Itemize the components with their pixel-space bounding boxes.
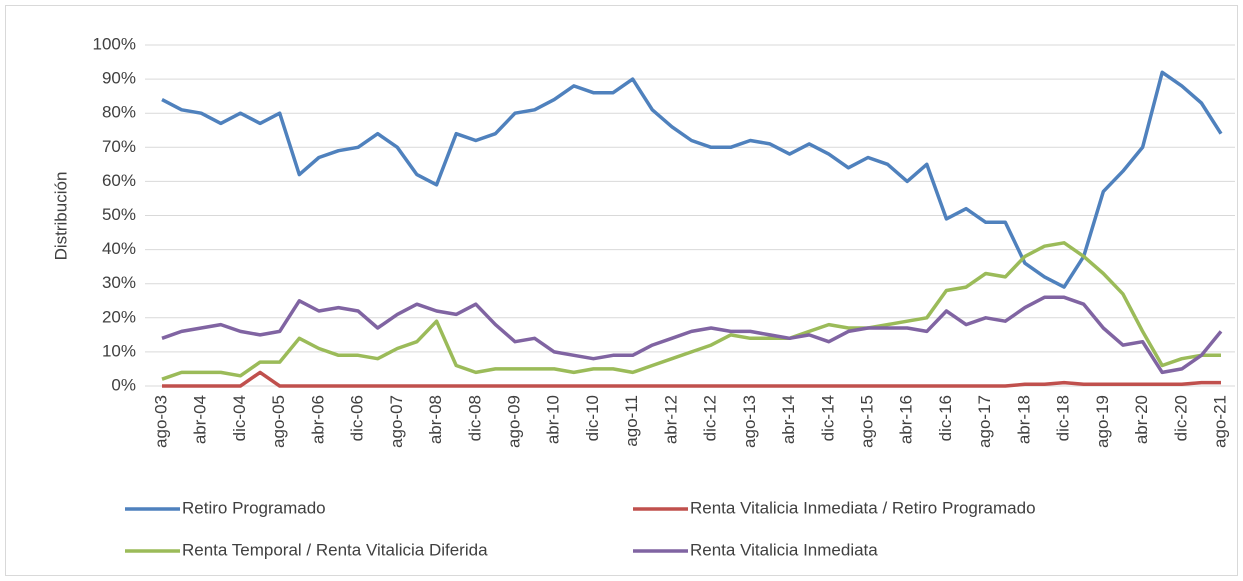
x-tick-label: abr-16 [897,395,916,444]
x-tick-label: ago-07 [387,395,406,448]
x-tick-label: ago-21 [1210,395,1229,448]
x-tick-label: abr-20 [1132,395,1151,444]
x-tick-label: ago-13 [740,395,759,448]
y-tick-label: 40% [102,239,136,258]
series-line [161,241,1221,381]
x-tick-label: dic-12 [701,395,720,441]
y-tick-label: 0% [111,375,136,394]
x-tick-label: dic-10 [583,395,602,441]
legend-label: Renta Temporal / Renta Vitalicia Diferid… [182,540,488,559]
y-tick-label: 100% [93,34,136,53]
x-tick-label: abr-12 [661,395,680,444]
y-tick-label: 30% [102,273,136,292]
x-tick-label: abr-08 [426,395,445,444]
x-tick-label: ago-19 [1093,395,1112,448]
legend-label: Retiro Programado [182,498,326,517]
y-tick-label: 10% [102,341,136,360]
x-tick-label: ago-17 [975,395,994,448]
x-tick-label: dic-06 [348,395,367,441]
legend-label: Renta Vitalicia Inmediata / Retiro Progr… [690,498,1036,517]
x-tick-label: abr-14 [779,395,798,444]
x-tick-label: dic-16 [936,395,955,441]
x-tick-label: abr-18 [1014,395,1033,444]
y-tick-label: 60% [102,171,136,190]
x-tick-label: abr-10 [544,395,563,444]
x-tick-label: dic-20 [1171,395,1190,441]
x-tick-label: ago-05 [269,395,288,448]
x-tick-label: dic-18 [1054,395,1073,441]
series-line [161,70,1223,289]
legend-label: Renta Vitalicia Inmediata [690,540,878,559]
x-tick-label: abr-04 [191,395,210,444]
chart-border [5,5,1238,576]
y-tick-label: 50% [102,205,136,224]
y-tick-label: 20% [102,307,136,326]
y-tick-label: 70% [102,137,136,156]
series-line [161,295,1223,375]
x-tick-label: dic-04 [230,395,249,441]
y-tick-label: 90% [102,69,136,88]
x-tick-label: ago-09 [504,395,523,448]
x-tick-label: ago-15 [857,395,876,448]
y-tick-label: 80% [102,103,136,122]
series-line [162,370,1221,388]
x-tick-label: dic-14 [818,395,837,441]
y-axis-title: Distribución [51,172,70,261]
x-tick-label: abr-06 [308,395,327,444]
x-tick-label: ago-03 [151,395,170,448]
x-tick-label: dic-08 [465,395,484,441]
x-tick-label: ago-11 [622,395,641,447]
